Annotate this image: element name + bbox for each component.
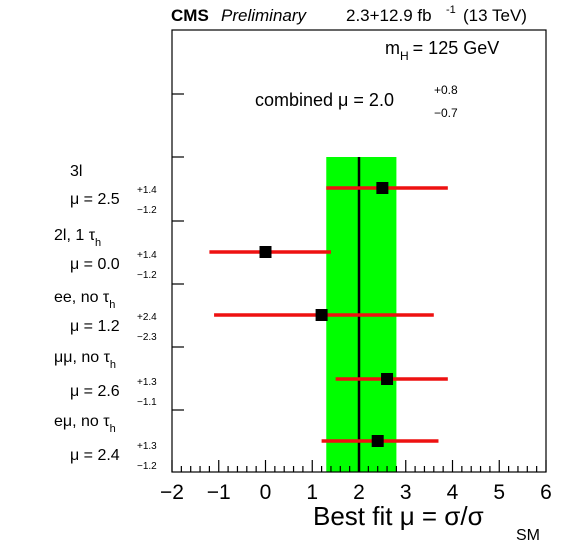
category-err-up: +1.4 [137,250,157,261]
category-name: ee, no τh [54,289,115,311]
status-label: Preliminary [221,6,308,25]
best-fit-marker [371,435,384,447]
experiment-label: CMS [171,6,209,25]
category-name: eμ, no τh [54,413,116,435]
category-mu: μ = 2.4 [70,447,120,464]
x-tick-label: 1 [306,481,318,504]
x-tick-label: 4 [447,481,459,504]
category-err-up: +1.3 [137,377,157,388]
category-err-down: −1.2 [137,270,157,281]
x-axis-ticks: −2 −1 0 1 2 3 4 5 6 [160,460,552,504]
x-axis-title-sub: SM [516,527,540,544]
category-name: μμ, no τh [54,349,116,371]
best-fit-marker [381,373,394,385]
best-fit-marker [315,309,328,321]
category-points [209,182,448,447]
category-mu: μ = 0.0 [70,256,120,273]
category-mu: μ = 2.5 [70,191,120,208]
combined-result-label: combined μ = 2.0 [255,90,394,110]
lumi-main: 2.3+12.9 fb [346,6,432,25]
category-err-up: +2.4 [137,312,157,323]
category-name: 2l, 1 τh [54,227,101,249]
category-err-down: −2.3 [137,332,157,343]
x-tick-label: 6 [540,481,552,504]
category-err-up: +1.3 [137,441,157,452]
category-err-down: −1.2 [137,205,157,216]
category-mu: μ = 2.6 [70,383,120,400]
x-tick-label: −2 [160,481,184,504]
category-mu: μ = 1.2 [70,318,120,335]
x-tick-label: 5 [493,481,505,504]
category-err-down: −1.1 [137,397,157,408]
mass-label: mH = 125 GeV [385,38,499,63]
x-axis-title: Best fit μ = σ/σ [313,501,484,531]
best-fit-marker [259,246,272,258]
category-err-down: −1.2 [137,461,157,472]
best-fit-marker [376,182,389,194]
x-tick-label: 2 [353,481,365,504]
category-err-up: +1.4 [137,185,157,196]
x-tick-label: −1 [207,481,231,504]
combined-err-up: +0.8 [434,83,458,97]
category-name: 3l [70,163,82,180]
x-tick-label: 0 [260,481,272,504]
category-labels: 3l μ = 2.5 +1.4 −1.2 2l, 1 τh μ = 0.0 +1.4 −1.2… [54,163,157,472]
lumi-exponent: -1 [446,4,456,16]
combined-err-down: −0.7 [434,106,458,120]
lumi-energy: (13 TeV) [463,6,527,25]
x-tick-label: 3 [400,481,412,504]
